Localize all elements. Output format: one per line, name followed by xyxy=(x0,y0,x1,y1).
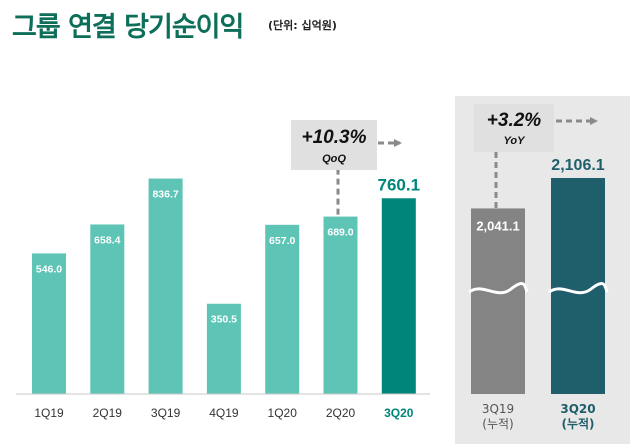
cumulative-x-tick-0-line-1: (누적) xyxy=(482,417,513,431)
x-tick-3Q19: 3Q19 xyxy=(151,406,181,420)
yoy-callout-box xyxy=(474,104,554,152)
axis-break-mark-0 xyxy=(468,282,529,295)
x-tick-1Q19: 1Q19 xyxy=(34,406,64,420)
yoy-change-label: YoY xyxy=(504,135,527,147)
value-label-4Q19: 350.5 xyxy=(211,314,237,326)
bar-1Q19 xyxy=(32,253,66,394)
bar-1Q20 xyxy=(265,224,300,394)
value-label-2Q19: 658.4 xyxy=(94,234,120,246)
bar-3Q19 xyxy=(148,178,183,394)
qoq-change-label: QoQ xyxy=(322,153,346,165)
page-title: 그룹 연결 당기순이익 xyxy=(12,12,244,43)
x-tick-1Q20: 1Q20 xyxy=(268,406,298,420)
cumulative-x-tick-0-line-0: 3Q19 xyxy=(482,402,514,416)
x-tick-2Q20: 2Q20 xyxy=(326,406,356,420)
x-tick-2Q19: 2Q19 xyxy=(93,406,123,420)
callouts-group: +10.3% QoQ +3.2% YoY xyxy=(291,104,598,215)
bar-2Q20 xyxy=(323,216,358,394)
qoq-callout-box xyxy=(291,120,377,170)
value-label-1Q20: 657.0 xyxy=(269,235,295,247)
x-tick-3Q20: 3Q20 xyxy=(384,406,414,420)
bar-4Q19 xyxy=(206,303,241,394)
axis-break-mark-1 xyxy=(548,282,609,295)
cumulative-value-label-1: 2,106.1 xyxy=(551,157,604,174)
value-label-1Q19: 546.0 xyxy=(36,263,62,275)
value-label-3Q20: 760.1 xyxy=(378,175,421,194)
cumulative-bar-0 xyxy=(471,208,525,394)
cumulative-value-label-0: 2,041.1 xyxy=(476,218,519,233)
value-label-2Q20: 689.0 xyxy=(327,227,353,239)
qoq-change-value: +10.3% xyxy=(302,127,367,148)
cumulative-x-tick-1-line-0: 3Q20 xyxy=(560,402,595,416)
cumulative-x-tick-1-line-1: (누적) xyxy=(561,416,594,431)
bar-3Q20 xyxy=(381,198,416,394)
yoy-change-value: +3.2% xyxy=(487,110,542,131)
quarterly-bars-group: 546.0 1Q19 658.4 2Q19 836.7 3Q19 350.5 4Q19 657.… xyxy=(16,175,430,420)
value-label-3Q19: 836.7 xyxy=(152,189,178,201)
unit-label: (단위: 십억원) xyxy=(268,19,337,32)
x-tick-4Q19: 4Q19 xyxy=(209,406,239,420)
bar-2Q19 xyxy=(90,224,125,394)
